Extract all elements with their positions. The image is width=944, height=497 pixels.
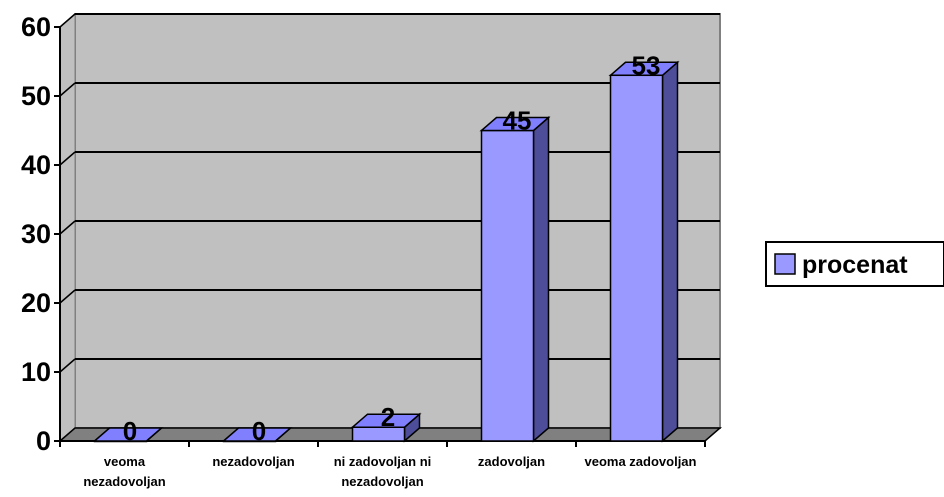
bars: [92, 60, 680, 443]
legend-label: procenat: [802, 251, 908, 279]
y-tick-label: 60: [21, 12, 51, 42]
bar-top: [350, 413, 422, 428]
bar-top: [221, 427, 293, 442]
gridline-side: [59, 151, 76, 166]
y-tick-label: 10: [21, 357, 51, 387]
gridline-side: [59, 220, 76, 235]
y-tick-label: 0: [36, 426, 51, 456]
bar-side: [532, 115, 550, 443]
bar-top: [92, 427, 164, 442]
y-tick-label: 40: [21, 150, 51, 180]
legend: procenat: [765, 241, 944, 287]
gridline-side: [59, 13, 76, 28]
data-label: 0: [252, 416, 266, 446]
x-tick-label: veoma zadovoljan: [585, 454, 697, 469]
data-labels: 0 0 2 45 53: [123, 50, 661, 446]
data-label: 2: [381, 402, 395, 432]
data-label: 45: [503, 106, 532, 136]
y-tick-label: 30: [21, 219, 51, 249]
data-label: 0: [123, 416, 137, 446]
y-tick-labels: 0 10 20 30 40 50 60: [21, 12, 51, 456]
y-tick-label: 50: [21, 81, 51, 111]
x-tick-labels: veoma nezadovoljan nezadovoljan ni zadovolj…: [83, 454, 696, 489]
bar-top: [479, 116, 551, 132]
gridline-side: [59, 289, 76, 304]
gridline-side: [59, 82, 76, 97]
legend-swatch: [774, 253, 796, 275]
x-tick-label: veoma nezadovoljan: [83, 454, 165, 489]
bar-top: [608, 61, 680, 77]
x-tick-label: zadovoljan: [478, 454, 545, 469]
bar: [480, 129, 535, 442]
data-label: 53: [632, 50, 661, 80]
x-tick-label: ni zadovoljan ni nezadovoljan: [334, 454, 432, 489]
bar-side: [661, 60, 679, 443]
bar: [351, 426, 406, 442]
bar: [609, 74, 664, 442]
x-tick-label: nezadovoljan: [212, 454, 294, 469]
gridline-side: [59, 358, 76, 373]
y-tick-label: 20: [21, 288, 51, 318]
